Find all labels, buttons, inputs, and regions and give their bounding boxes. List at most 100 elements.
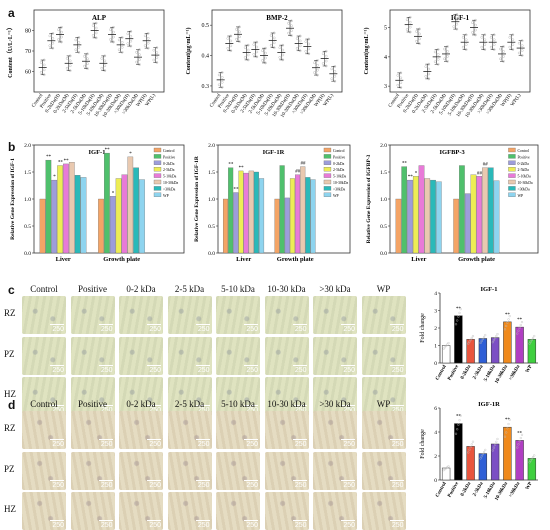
data-point [480, 45, 484, 49]
data-point [229, 44, 233, 48]
data-point [281, 48, 285, 52]
data-point [399, 81, 403, 85]
legend-label: 0-2kDa [333, 162, 345, 166]
data-point [307, 47, 311, 51]
data-point [471, 31, 474, 34]
scale-label: 250 [197, 441, 210, 448]
data-point [91, 24, 95, 27]
data-point [281, 53, 285, 57]
data-point [94, 31, 98, 35]
bar [98, 198, 104, 254]
data-point [495, 440, 498, 443]
data-point [138, 53, 141, 56]
bar [121, 174, 128, 254]
column-header: 0-2 kDa [126, 399, 156, 409]
data-point [528, 342, 531, 345]
data-point [469, 338, 472, 341]
data-point [508, 418, 511, 421]
chart-title: IGFBP-3 [440, 149, 466, 156]
y-axis-label: Relative Gene Expression of IGF-1 [10, 158, 16, 240]
data-point [65, 57, 69, 60]
bar [279, 165, 285, 254]
significance-label: ** [505, 313, 511, 318]
scale-bar [244, 479, 258, 481]
data-point [48, 34, 52, 38]
data-point [103, 59, 107, 63]
bar [424, 178, 431, 254]
bar [515, 440, 524, 481]
scale-bar [244, 405, 258, 406]
data-point [467, 342, 470, 345]
data-point [143, 44, 147, 47]
data-point [307, 42, 311, 46]
data-point [492, 38, 496, 42]
x-tick-label: Liver [56, 256, 71, 263]
data-point [415, 39, 418, 43]
histology-image: 250 [167, 377, 212, 415]
data-point [443, 346, 447, 349]
scale-bar [98, 479, 113, 481]
data-point [471, 334, 475, 338]
y-tick-label: 0.5 [202, 23, 210, 29]
data-point [290, 24, 293, 28]
data-point [155, 51, 159, 54]
scale-label: 250 [392, 407, 404, 414]
bar [45, 159, 52, 254]
x-tick-label: Growth plate [277, 256, 314, 263]
data-point [517, 329, 520, 332]
histology-image: 250 [361, 492, 406, 530]
data-point [83, 55, 86, 58]
chart-igf1r-fold: IGF-1R Fold change 0 2 4 6 Control Positive 0-2k… [420, 401, 538, 502]
data-point [482, 335, 486, 339]
legend-swatch [323, 147, 332, 153]
data-point [446, 50, 449, 53]
data-point [269, 43, 273, 47]
legend-swatch [323, 167, 332, 172]
data-point [117, 38, 121, 42]
bar [233, 192, 239, 254]
data-point [499, 47, 502, 51]
histology-image: 250 [313, 451, 357, 490]
bar [74, 175, 81, 254]
y-tick-label: 0.5 [380, 224, 387, 230]
data-point [330, 67, 334, 71]
scale-bar [50, 364, 64, 366]
y-tick-label: 3 [434, 309, 437, 315]
scale-label: 250 [52, 481, 64, 489]
data-point [503, 435, 507, 438]
data-point [445, 344, 448, 347]
column-header: 5-10 kDa [221, 284, 255, 294]
data-point [74, 38, 78, 42]
data-point [100, 57, 104, 60]
data-point [479, 457, 482, 460]
data-point [492, 446, 496, 449]
data-point [155, 56, 159, 59]
row-label: RZ [4, 423, 16, 433]
histology-image: 250 [216, 336, 260, 375]
scale-label: 250 [52, 522, 64, 529]
data-point [290, 29, 293, 32]
column-header: WP [376, 284, 391, 294]
legend-swatch [508, 160, 516, 165]
data-point [427, 72, 431, 76]
y-tick-label: 2.0 [208, 143, 215, 149]
data-point [531, 336, 535, 340]
data-point [135, 50, 138, 54]
data-point [528, 461, 531, 464]
panel-letter-a: a [8, 6, 15, 20]
data-point [474, 23, 477, 27]
y-tick-label: 4 [384, 55, 387, 61]
histology-image: 250 [216, 377, 260, 415]
legend-label: 10-30kDa [163, 181, 178, 185]
column-header: >30 kDa [319, 284, 351, 294]
legend-swatch [508, 154, 516, 159]
data-point [518, 440, 521, 443]
data-point [405, 28, 409, 31]
scale-label: 250 [391, 366, 404, 374]
data-point [529, 459, 532, 462]
histology-image: 250 [167, 492, 212, 530]
bar [248, 170, 254, 254]
legend-label: Positive [517, 155, 530, 159]
legend-swatch [153, 173, 162, 178]
